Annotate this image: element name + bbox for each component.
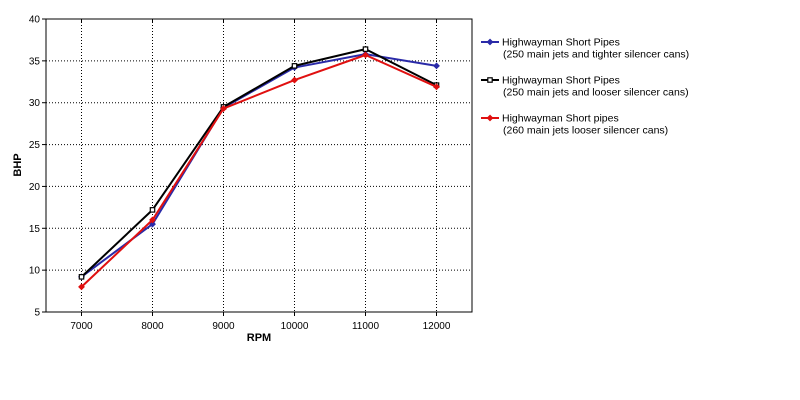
x-tick-label: 12000 xyxy=(423,321,451,332)
y-tick-label: 5 xyxy=(34,308,40,319)
series-3-point xyxy=(433,83,440,91)
grid xyxy=(46,19,472,312)
series-1-point xyxy=(433,62,440,70)
series-2-point xyxy=(78,274,85,280)
x-tick-label: 11000 xyxy=(352,321,380,332)
y-tick-label: 10 xyxy=(29,266,41,277)
series-3-line xyxy=(80,53,437,288)
series-1-line xyxy=(80,53,437,278)
legend-sublabel: (250 main jets and looser silencer cans) xyxy=(503,87,689,99)
legend-item-2: Highwayman Short Pipes(250 main jets and… xyxy=(481,75,689,99)
legend-item-3: Highwayman Short pipes(260 main jets loo… xyxy=(481,113,668,137)
series-2-line xyxy=(80,48,437,278)
series-3-point xyxy=(291,76,298,84)
y-tick-label: 20 xyxy=(29,182,41,193)
x-tick-label: 7000 xyxy=(70,321,93,332)
series-3 xyxy=(78,51,440,291)
x-tick-label: 10000 xyxy=(281,321,309,332)
legend-swatch-marker xyxy=(486,114,494,122)
y-tick-label: 30 xyxy=(29,98,41,109)
series-layer xyxy=(78,46,440,291)
series-3-point xyxy=(149,216,156,224)
x-tick-label: 8000 xyxy=(141,321,164,332)
series-2-point xyxy=(291,63,298,69)
legend-label: Highwayman Short pipes xyxy=(502,113,619,125)
y-axis-title: BHP xyxy=(12,153,24,176)
series-3-point xyxy=(78,283,85,291)
series-3-point xyxy=(362,51,369,59)
legend-label: Highwayman Short Pipes xyxy=(502,37,620,49)
x-axis-title: RPM xyxy=(247,332,271,344)
legend: Highwayman Short Pipes(250 main jets and… xyxy=(481,37,689,137)
plot-frame xyxy=(45,18,473,313)
series-2-point xyxy=(149,207,156,213)
legend-sublabel: (260 main jets looser silencer cans) xyxy=(503,125,668,137)
series-2-point xyxy=(362,46,369,52)
series-3-point xyxy=(220,105,227,112)
y-tick-label: 35 xyxy=(29,56,41,67)
y-tick-label: 40 xyxy=(29,15,41,26)
legend-swatch-marker xyxy=(486,38,494,46)
x-tick-label: 9000 xyxy=(212,321,235,332)
y-tick-label: 15 xyxy=(29,224,41,235)
legend-item-1: Highwayman Short Pipes(250 main jets and… xyxy=(481,37,689,61)
series-2 xyxy=(78,46,440,280)
axes: 5 10 15 20 25 30 35 40 7000 8000 9000 10000 11000 120… xyxy=(29,15,451,333)
y-tick-label: 25 xyxy=(29,140,41,151)
legend-swatch-marker xyxy=(487,77,493,83)
legend-sublabel: (250 main jets and tighter silencer cans… xyxy=(503,49,689,61)
legend-label: Highwayman Short Pipes xyxy=(502,75,620,87)
